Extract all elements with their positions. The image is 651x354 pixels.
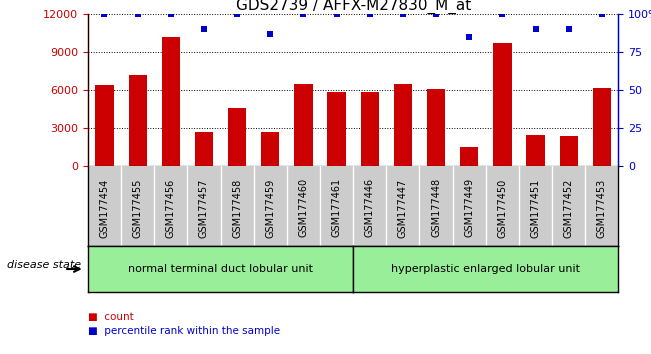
- Bar: [195, 132, 213, 166]
- Text: hyperplastic enlarged lobular unit: hyperplastic enlarged lobular unit: [391, 264, 580, 274]
- Bar: [261, 132, 279, 166]
- Point: [165, 11, 176, 17]
- Bar: [95, 85, 113, 166]
- Point: [331, 11, 342, 17]
- Bar: [560, 136, 578, 166]
- Text: disease state: disease state: [7, 261, 81, 270]
- Bar: [593, 88, 611, 166]
- Bar: [460, 147, 478, 166]
- Point: [132, 11, 143, 17]
- Title: GDS2739 / AFFX-M27830_M_at: GDS2739 / AFFX-M27830_M_at: [236, 0, 471, 14]
- Text: normal terminal duct lobular unit: normal terminal duct lobular unit: [128, 264, 313, 274]
- Text: GSM177453: GSM177453: [597, 178, 607, 238]
- Bar: [327, 92, 346, 166]
- Point: [597, 11, 607, 17]
- Point: [431, 11, 441, 17]
- Text: GSM177446: GSM177446: [365, 178, 375, 238]
- Bar: [228, 108, 246, 166]
- Text: ■  count: ■ count: [88, 312, 133, 322]
- Text: GSM177449: GSM177449: [464, 178, 474, 238]
- Point: [398, 11, 408, 17]
- Text: GSM177451: GSM177451: [531, 178, 540, 238]
- Text: GSM177460: GSM177460: [298, 178, 309, 238]
- Text: GSM177450: GSM177450: [497, 178, 507, 238]
- Bar: [128, 75, 146, 166]
- Point: [199, 27, 209, 32]
- Point: [497, 11, 508, 17]
- Point: [298, 11, 309, 17]
- Text: GSM177448: GSM177448: [431, 178, 441, 238]
- Text: GSM177452: GSM177452: [564, 178, 574, 238]
- Bar: [294, 84, 312, 166]
- Text: GSM177447: GSM177447: [398, 178, 408, 238]
- Bar: [493, 43, 512, 166]
- Bar: [394, 84, 412, 166]
- Point: [232, 11, 242, 17]
- Text: GSM177457: GSM177457: [199, 178, 209, 238]
- Bar: [161, 37, 180, 166]
- Point: [464, 34, 475, 40]
- Point: [265, 31, 275, 37]
- Bar: [361, 92, 379, 166]
- Text: GSM177461: GSM177461: [331, 178, 342, 238]
- Text: GSM177454: GSM177454: [100, 178, 109, 238]
- Point: [564, 27, 574, 32]
- Bar: [527, 135, 545, 166]
- Text: GSM177455: GSM177455: [133, 178, 143, 238]
- Text: GSM177459: GSM177459: [265, 178, 275, 238]
- Point: [531, 27, 541, 32]
- Bar: [427, 89, 445, 166]
- Text: GSM177458: GSM177458: [232, 178, 242, 238]
- Text: ■  percentile rank within the sample: ■ percentile rank within the sample: [88, 326, 280, 336]
- Point: [365, 11, 375, 17]
- Point: [99, 11, 109, 17]
- Text: GSM177456: GSM177456: [166, 178, 176, 238]
